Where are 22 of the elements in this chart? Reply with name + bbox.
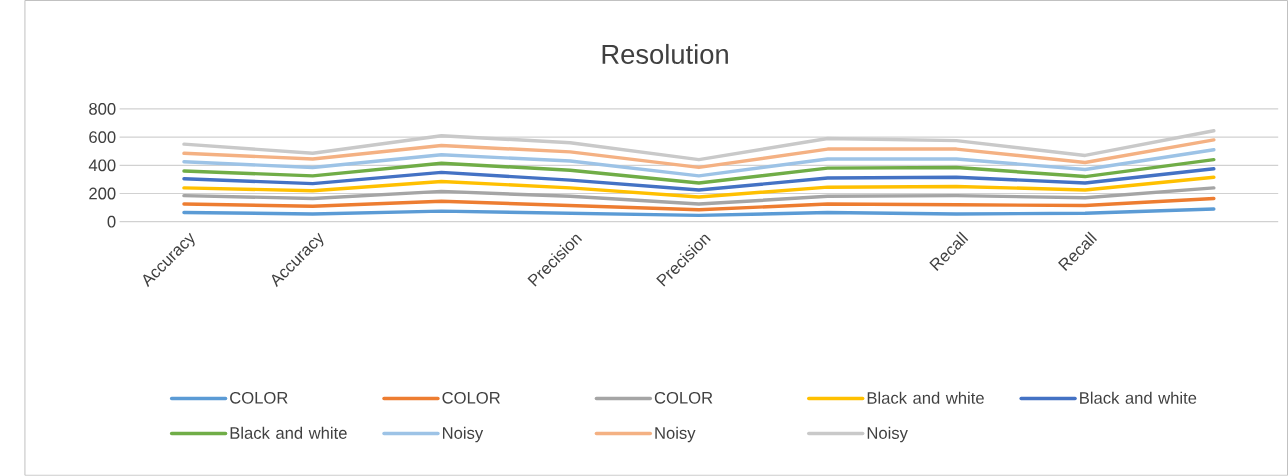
line-series <box>182 148 1216 178</box>
legend-label: COLOR <box>230 391 288 404</box>
legend-label: Noisy <box>655 426 696 443</box>
legend-label: COLOR <box>654 391 713 404</box>
y-tick-label: 400 <box>88 159 116 172</box>
y-tick-label: 200 <box>89 187 116 200</box>
line-series <box>182 175 1216 199</box>
legend-label: COLOR <box>442 391 500 404</box>
legend-label: Black and white <box>230 426 347 440</box>
y-tick-label: 600 <box>89 131 116 144</box>
y-tick-label: 800 <box>89 103 116 115</box>
legend-label: Black and white <box>867 391 984 404</box>
legend-label: Noisy <box>867 426 908 443</box>
line-series <box>182 138 1216 170</box>
y-tick-label: 0 <box>107 215 116 228</box>
line-series <box>182 186 1216 206</box>
line-series <box>182 129 1216 162</box>
legend-label: Noisy <box>443 426 484 443</box>
line-series <box>182 158 1216 185</box>
line-series <box>182 167 1216 192</box>
chart-title: Resolution <box>602 44 728 65</box>
legend-label: Black and white <box>1080 391 1197 404</box>
